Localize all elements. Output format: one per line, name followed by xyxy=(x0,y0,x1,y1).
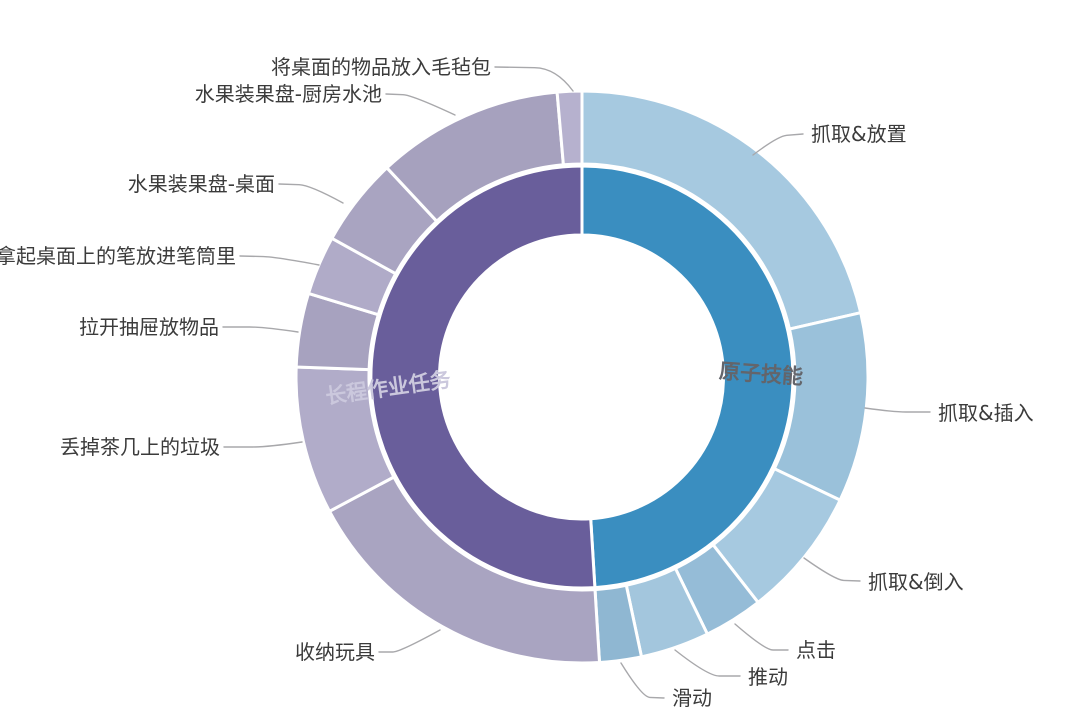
label-push: 推动 xyxy=(748,665,788,689)
leader-line-slide xyxy=(620,662,665,699)
label-fruit-table: 水果装果盘-桌面 xyxy=(128,172,275,196)
label-fruit-sink: 水果装果盘-厨房水池 xyxy=(195,82,382,106)
leader-line-push xyxy=(674,649,741,677)
leader-line-grasp-place xyxy=(752,133,804,156)
leader-line-click xyxy=(734,623,789,651)
leader-line-fruit-table xyxy=(278,183,344,204)
leader-line-fruit-sink xyxy=(385,93,456,116)
leader-line-felt-bag xyxy=(494,66,574,92)
label-grasp-insert: 抓取&插入 xyxy=(938,401,1034,425)
label-grasp-pour: 抓取&倒入 xyxy=(868,570,964,594)
label-store-toys: 收纳玩具 xyxy=(295,640,375,664)
inner-segment-atomic-skills[interactable] xyxy=(580,164,795,590)
leader-line-pen-holder xyxy=(239,255,320,266)
outer-segment-felt-bag[interactable] xyxy=(555,89,584,167)
label-throw-trash: 丢掉茶几上的垃圾 xyxy=(60,435,220,459)
leader-line-store-toys xyxy=(378,629,441,653)
leader-line-grasp-insert xyxy=(864,407,931,413)
leader-line-grasp-pour xyxy=(803,557,861,582)
label-open-drawer: 拉开抽屉放物品 xyxy=(79,315,219,339)
label-pen-holder: 拿起桌面上的笔放进笔筒里 xyxy=(0,244,236,268)
leader-line-open-drawer xyxy=(222,326,299,333)
label-click: 点击 xyxy=(796,638,836,662)
label-slide: 滑动 xyxy=(672,686,712,710)
inner-segment-long-horizon-tasks[interactable] xyxy=(369,164,597,590)
label-grasp-place: 抓取&放置 xyxy=(811,122,907,146)
label-atomic-skills: 原子技能 xyxy=(718,359,803,389)
leader-line-throw-trash xyxy=(223,441,303,448)
label-felt-bag: 将桌面的物品放入毛毡包 xyxy=(271,55,491,79)
